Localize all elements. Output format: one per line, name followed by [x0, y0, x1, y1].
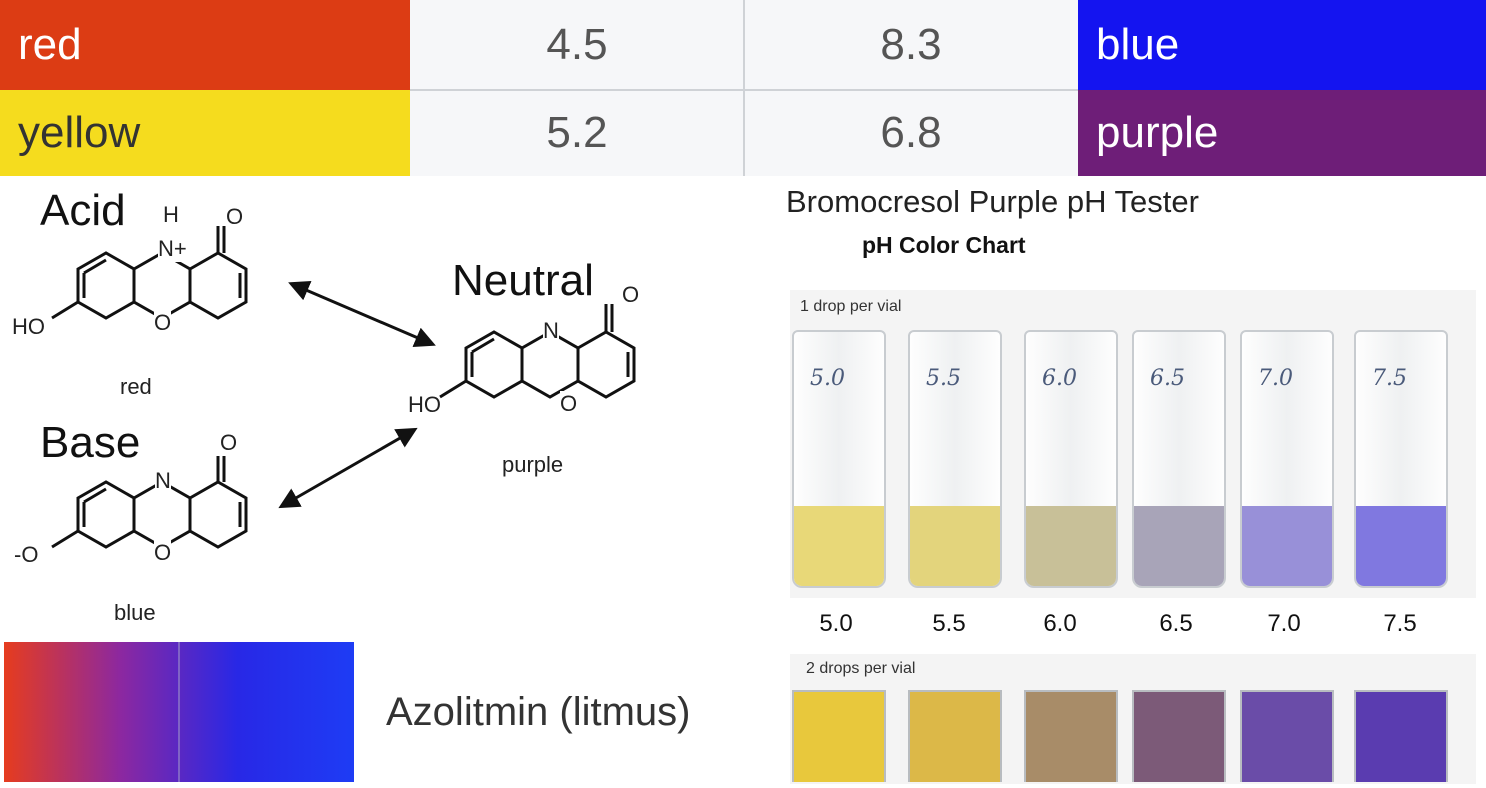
- vial-liquid: [1356, 506, 1446, 586]
- neutral-color-label: purple: [502, 452, 564, 477]
- chemical-structures-diagram: [51, 226, 636, 549]
- atom-label: O: [560, 391, 578, 417]
- acid-molecule: [51, 226, 248, 320]
- low-ph-cell: 5.2: [410, 90, 744, 176]
- base-molecule: [51, 456, 248, 549]
- neutral-label: Neutral: [452, 256, 594, 305]
- handwritten-ph: 7.5: [1372, 366, 1407, 391]
- atom-label: N: [543, 318, 559, 344]
- atom-label: O: [226, 204, 244, 229]
- vial-row2: [1024, 690, 1118, 782]
- vial-row2: [1132, 690, 1226, 782]
- atom-label: H: [163, 202, 179, 227]
- handwritten-ph: 7.0: [1258, 366, 1293, 391]
- atom-label: O: [154, 310, 172, 336]
- vial-liquid: [1242, 506, 1332, 586]
- litmus-divider: [178, 642, 180, 782]
- base-label: Base: [40, 418, 141, 467]
- ph-label: 6.0: [1043, 610, 1077, 637]
- low-color-cell: red: [0, 0, 410, 90]
- ph-label: 6.5: [1159, 610, 1193, 637]
- tester-title: Bromocresol Purple pH Tester: [786, 184, 1199, 219]
- atom-label: HO: [408, 392, 441, 417]
- vial-liquid: [1026, 506, 1116, 586]
- base-color-label: blue: [114, 600, 156, 625]
- neutral-molecule: [439, 304, 636, 399]
- atom-label: HO: [12, 314, 45, 339]
- row2-label: 2 drops per vial: [806, 660, 916, 677]
- high-color-cell: blue: [1078, 0, 1486, 90]
- handwritten-ph: 5.0: [810, 366, 845, 391]
- litmus-label: Azolitmin (litmus): [386, 690, 691, 734]
- atom-label: O: [154, 540, 172, 566]
- vial-row2: [1354, 690, 1448, 782]
- handwritten-ph: 5.5: [926, 366, 961, 391]
- handwritten-ph: 6.0: [1042, 366, 1077, 391]
- tester-subtitle: pH Color Chart: [862, 232, 1026, 258]
- vial-liquid: [794, 506, 884, 586]
- equilibrium-arrow: [288, 280, 436, 348]
- row1-label: 1 drop per vial: [800, 298, 902, 315]
- ph-label: 5.5: [932, 610, 966, 637]
- high-color-cell: purple: [1078, 90, 1486, 176]
- vial-row2: [792, 690, 886, 782]
- high-ph-cell: 8.3: [744, 0, 1078, 90]
- acid-label: Acid: [40, 186, 126, 235]
- atom-label: N+: [158, 236, 187, 262]
- atom-label: O: [622, 282, 640, 307]
- acid-color-label: red: [120, 374, 152, 399]
- vial-row2: [908, 690, 1002, 782]
- atom-label: -O: [14, 542, 39, 567]
- vial-liquid: [1134, 506, 1224, 586]
- ph-label: 7.5: [1383, 610, 1417, 637]
- vial-liquid: [910, 506, 1000, 586]
- low-ph-cell: 4.5: [410, 0, 744, 90]
- table-divider: [743, 0, 745, 176]
- low-color-cell: yellow: [0, 90, 410, 176]
- vial-row2: [1240, 690, 1334, 782]
- atom-label: O: [220, 430, 238, 455]
- table-divider: [410, 89, 1078, 91]
- handwritten-ph: 6.5: [1150, 366, 1185, 391]
- ph-label: 5.0: [819, 610, 853, 637]
- atom-label: N: [155, 468, 171, 494]
- equilibrium-arrow: [278, 427, 418, 509]
- high-ph-cell: 6.8: [744, 90, 1078, 176]
- ph-label: 7.0: [1267, 610, 1301, 637]
